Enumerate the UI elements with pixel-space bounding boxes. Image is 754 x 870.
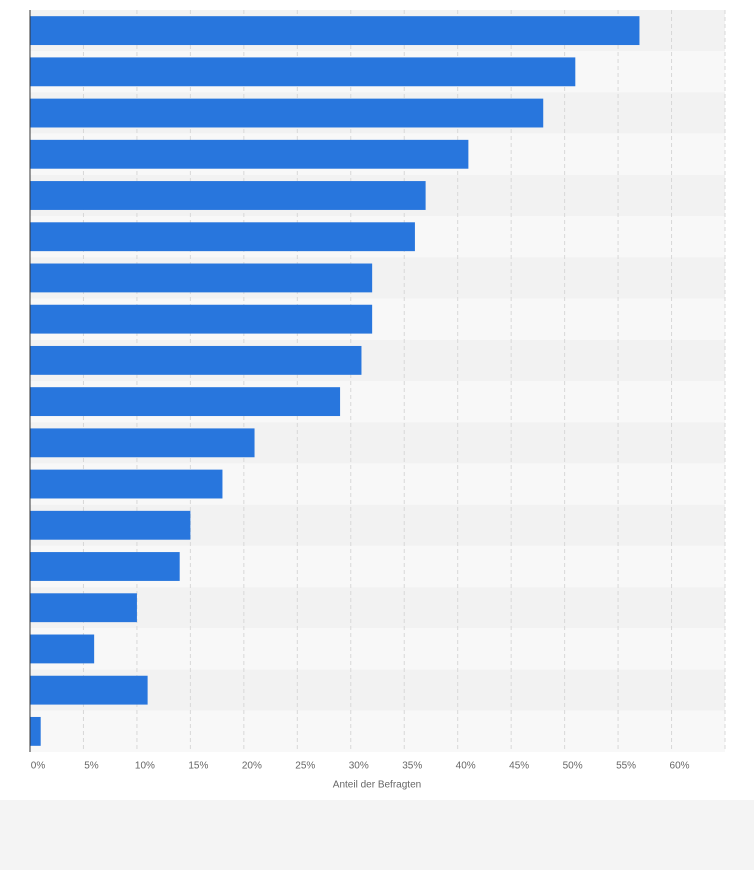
x-tick-label: 30%: [349, 761, 369, 772]
bar: [30, 345, 362, 375]
row-stripe: [30, 587, 725, 629]
x-tick-label: 20%: [242, 761, 262, 772]
bar: [30, 428, 255, 458]
row-stripe: [30, 628, 725, 670]
bar: [30, 57, 576, 87]
x-axis-label: Anteil der Befragten: [333, 780, 421, 791]
x-tick-label: 10%: [135, 761, 155, 772]
bar: [30, 181, 426, 210]
x-tick-label: 15%: [188, 761, 208, 772]
x-tick-label: 45%: [509, 761, 529, 772]
x-tick-label: 0%: [31, 761, 46, 772]
x-tick-label: 60%: [670, 761, 690, 772]
bar: [30, 98, 544, 128]
bar: [30, 16, 640, 46]
bar: [30, 552, 180, 581]
bar: [30, 510, 191, 540]
bar: [30, 263, 373, 293]
bar: [30, 716, 41, 746]
bar: [30, 222, 415, 252]
row-stripe: [30, 710, 725, 752]
bar: [30, 593, 137, 623]
bar: [30, 387, 341, 417]
bar: [30, 675, 148, 705]
x-tick-label: 5%: [84, 761, 99, 772]
x-tick-label: 35%: [402, 761, 422, 772]
x-tick-label: 40%: [456, 761, 476, 772]
x-tick-label: 55%: [616, 761, 636, 772]
bar: [30, 469, 223, 499]
bar: [30, 139, 469, 169]
x-tick-label: 25%: [295, 761, 315, 772]
bar: [30, 304, 373, 334]
bar: [30, 634, 95, 664]
x-tick-label: 50%: [563, 761, 583, 772]
